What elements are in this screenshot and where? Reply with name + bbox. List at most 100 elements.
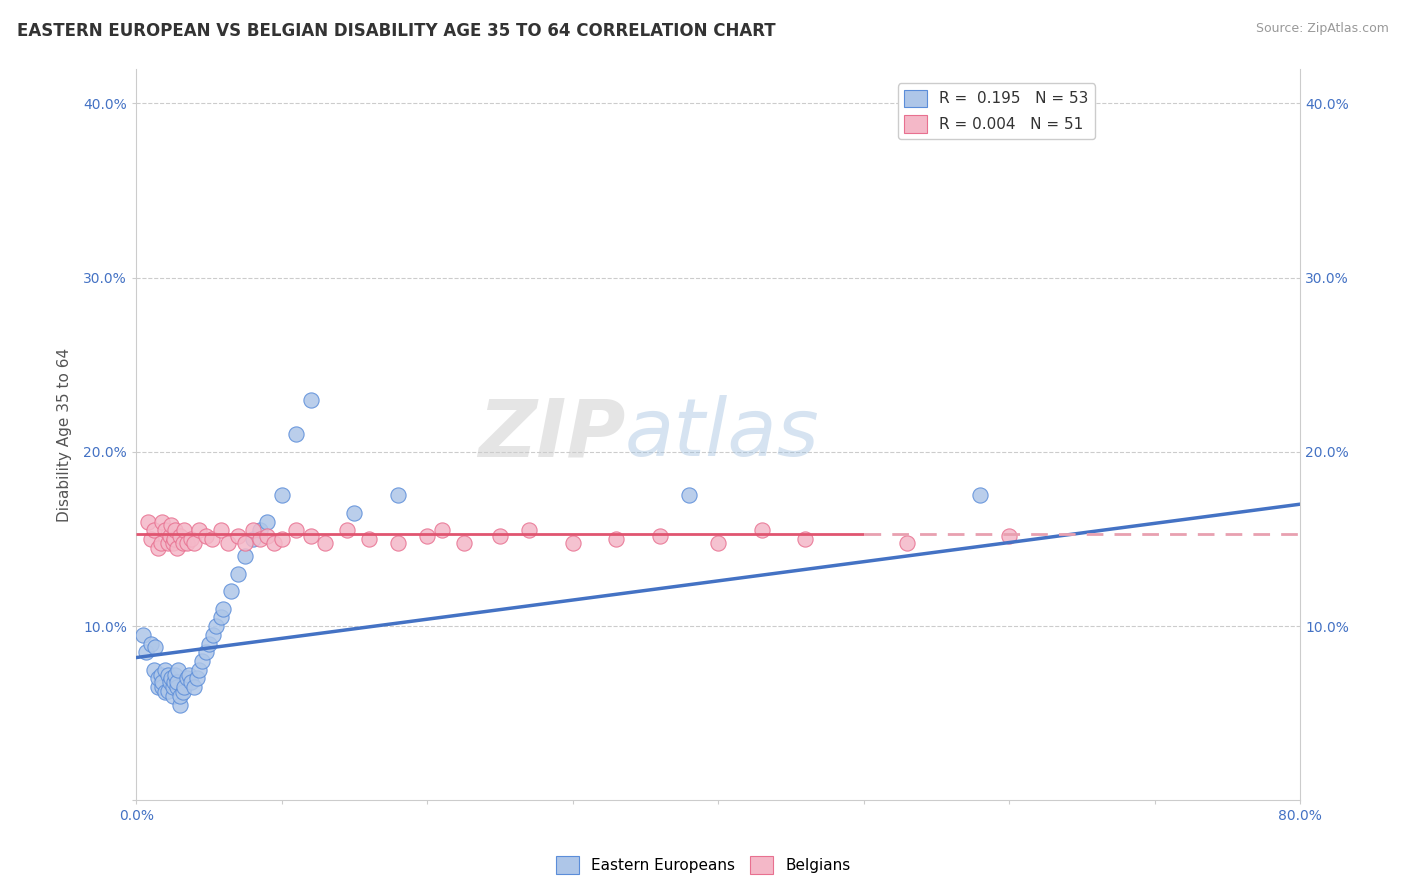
Point — [157, 668, 180, 682]
Point — [163, 675, 186, 690]
Point — [165, 668, 187, 682]
Point — [285, 427, 308, 442]
Y-axis label: Disability Age 35 to 64: Disability Age 35 to 64 — [58, 347, 72, 522]
Point — [142, 663, 165, 677]
Point — [150, 680, 173, 694]
Text: EASTERN EUROPEAN VS BELGIAN DISABILITY AGE 35 TO 64 CORRELATION CHART: EASTERN EUROPEAN VS BELGIAN DISABILITY A… — [17, 22, 776, 40]
Point — [162, 689, 184, 703]
Point — [190, 654, 212, 668]
Point — [256, 528, 278, 542]
Point — [249, 532, 271, 546]
Point — [186, 672, 208, 686]
Text: atlas: atlas — [626, 395, 820, 474]
Point — [707, 535, 730, 549]
Legend: R =  0.195   N = 53, R = 0.004   N = 51: R = 0.195 N = 53, R = 0.004 N = 51 — [898, 84, 1095, 138]
Point — [198, 637, 221, 651]
Point — [233, 535, 256, 549]
Point — [896, 535, 918, 549]
Point — [142, 524, 165, 538]
Point — [173, 680, 195, 694]
Point — [517, 524, 540, 538]
Point — [172, 685, 194, 699]
Point — [149, 668, 172, 682]
Point — [209, 610, 232, 624]
Point — [209, 524, 232, 538]
Point — [969, 488, 991, 502]
Point — [176, 535, 198, 549]
Point — [143, 640, 166, 654]
Point — [648, 528, 671, 542]
Point — [136, 515, 159, 529]
Point — [176, 672, 198, 686]
Point — [139, 637, 162, 651]
Text: Source: ZipAtlas.com: Source: ZipAtlas.com — [1256, 22, 1389, 36]
Point — [132, 628, 155, 642]
Point — [430, 524, 453, 538]
Point — [177, 668, 200, 682]
Point — [146, 541, 169, 555]
Point — [270, 488, 292, 502]
Point — [160, 672, 183, 686]
Point — [453, 535, 475, 549]
Point — [299, 392, 322, 407]
Point — [162, 535, 184, 549]
Point — [242, 532, 264, 546]
Point — [165, 524, 187, 538]
Point — [561, 535, 583, 549]
Point — [183, 535, 205, 549]
Point — [187, 524, 209, 538]
Point — [149, 535, 172, 549]
Point — [387, 535, 409, 549]
Point — [159, 528, 181, 542]
Point — [172, 535, 194, 549]
Point — [169, 528, 191, 542]
Point — [226, 566, 249, 581]
Point — [139, 532, 162, 546]
Point — [343, 506, 366, 520]
Point — [173, 524, 195, 538]
Point — [226, 528, 249, 542]
Point — [678, 488, 700, 502]
Point — [212, 601, 235, 615]
Point — [150, 515, 173, 529]
Legend: Eastern Europeans, Belgians: Eastern Europeans, Belgians — [550, 850, 856, 880]
Point — [336, 524, 359, 538]
Point — [195, 645, 218, 659]
Point — [155, 524, 177, 538]
Point — [416, 528, 439, 542]
Point — [314, 535, 336, 549]
Point — [794, 532, 817, 546]
Text: ZIP: ZIP — [478, 395, 626, 474]
Point — [166, 680, 188, 694]
Point — [201, 532, 224, 546]
Point — [387, 488, 409, 502]
Point — [157, 535, 180, 549]
Point — [357, 532, 380, 546]
Point — [169, 689, 191, 703]
Point — [233, 549, 256, 564]
Point — [135, 645, 157, 659]
Point — [146, 680, 169, 694]
Point — [299, 528, 322, 542]
Point — [155, 685, 177, 699]
Point — [180, 675, 202, 690]
Point — [605, 532, 627, 546]
Point — [217, 535, 239, 549]
Point — [998, 528, 1021, 542]
Point — [285, 524, 308, 538]
Point — [205, 619, 228, 633]
Point — [150, 675, 173, 690]
Point — [146, 672, 169, 686]
Point — [263, 535, 285, 549]
Point — [256, 515, 278, 529]
Point — [160, 518, 183, 533]
Point — [187, 663, 209, 677]
Point — [202, 628, 225, 642]
Point — [163, 532, 186, 546]
Point — [219, 584, 242, 599]
Point — [195, 528, 218, 542]
Point — [159, 675, 181, 690]
Point — [751, 524, 773, 538]
Point — [183, 680, 205, 694]
Point — [157, 683, 180, 698]
